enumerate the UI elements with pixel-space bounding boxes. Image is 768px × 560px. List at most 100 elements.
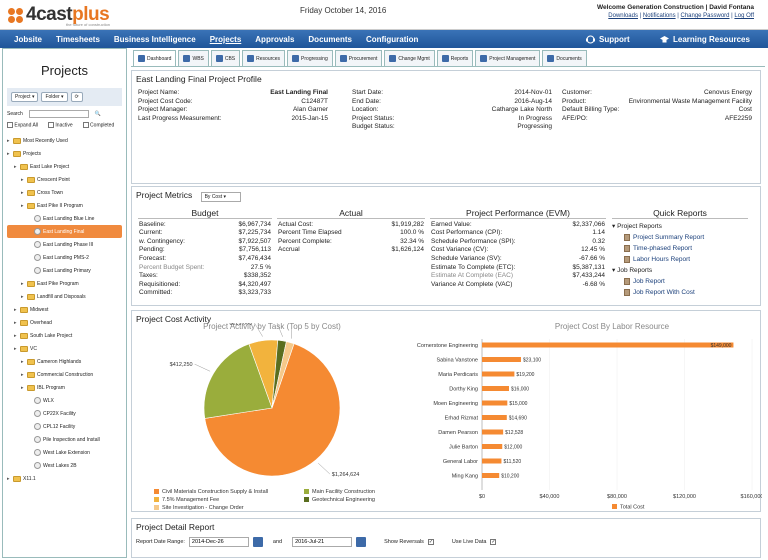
- field-label: AFE/PO:: [562, 114, 588, 122]
- tab-project-management[interactable]: Project Management: [475, 50, 541, 66]
- report-link[interactable]: Labor Hours Report: [624, 254, 748, 265]
- folder-icon: [27, 371, 35, 378]
- expand-arrow-icon[interactable]: ▸: [21, 371, 24, 378]
- search-icon[interactable]: 🔍: [94, 111, 102, 117]
- tree-node[interactable]: ▸ Cameron Highlands: [7, 355, 122, 368]
- notifications-link[interactable]: Notifications: [642, 13, 676, 19]
- expand-arrow-icon[interactable]: ▸: [14, 319, 17, 326]
- report-group[interactable]: ▾ Job Reports: [612, 265, 748, 276]
- completed-checkbox[interactable]: Completed: [82, 122, 114, 128]
- tree-node[interactable]: ▸ IBL Program: [7, 381, 122, 394]
- refresh-button[interactable]: ⟳: [70, 92, 83, 102]
- nav-timesheets[interactable]: Timesheets: [56, 34, 100, 44]
- legend-label: Civil Materials Construction Supply & In…: [162, 489, 268, 495]
- tree-node[interactable]: ▸ South Lake Project: [7, 329, 122, 342]
- tree-node[interactable]: ▸ East Pike Program: [7, 277, 122, 290]
- expand-arrow-icon[interactable]: ▸: [21, 189, 24, 196]
- report-link-label: Project Summary Report: [633, 233, 705, 241]
- tab-resources[interactable]: Resources: [242, 50, 286, 66]
- nav-approvals[interactable]: Approvals: [255, 34, 295, 44]
- field-value: $5,387,131: [572, 263, 605, 271]
- tree-node[interactable]: West Lakes 2B: [7, 459, 122, 472]
- expand-arrow-icon[interactable]: ▸: [7, 150, 10, 157]
- expand-all-checkbox[interactable]: Expand All: [7, 122, 38, 128]
- nav-business-intelligence[interactable]: Business Intelligence: [113, 34, 196, 44]
- folder-dropdown-button[interactable]: Folder ▾: [41, 92, 68, 102]
- tree-node[interactable]: ▸ Projects: [7, 147, 122, 160]
- nav-jobsite[interactable]: Jobsite: [14, 34, 43, 44]
- report-link[interactable]: Job Report: [624, 276, 748, 287]
- expand-arrow-icon[interactable]: ▸: [7, 137, 10, 144]
- tab-procurement[interactable]: Procurement: [334, 50, 383, 66]
- tree-node[interactable]: East Landing Primary: [7, 264, 122, 277]
- collapse-arrow-icon[interactable]: ▾: [612, 266, 618, 274]
- nav-projects[interactable]: Projects: [209, 34, 242, 44]
- bar: [482, 342, 734, 348]
- tree-node[interactable]: WLX: [7, 394, 122, 407]
- tree-node[interactable]: Pile Inspection and Install: [7, 433, 122, 446]
- tree-node[interactable]: ▸ Midwest: [7, 303, 122, 316]
- expand-arrow-icon[interactable]: ▸: [14, 163, 17, 170]
- expand-arrow-icon[interactable]: ▸: [21, 202, 24, 209]
- change-password-link[interactable]: Change Password: [680, 13, 730, 19]
- expand-arrow-icon[interactable]: ▸: [7, 475, 10, 482]
- metrics-filter-select[interactable]: By Cost ▾: [200, 192, 241, 202]
- calendar-icon[interactable]: [252, 537, 263, 547]
- show-reversals-checkbox[interactable]: ✓: [427, 539, 434, 545]
- tree-node[interactable]: ▸ VC: [7, 342, 122, 355]
- nav-support[interactable]: Support: [586, 35, 630, 44]
- nav-learning-resources[interactable]: Learning Resources: [660, 35, 750, 44]
- inactive-checkbox[interactable]: Inactive: [48, 122, 73, 128]
- expand-arrow-icon[interactable]: ▸: [21, 176, 24, 183]
- calendar-icon[interactable]: [356, 537, 367, 547]
- nav-configuration[interactable]: Configuration: [365, 34, 419, 44]
- nav-documents[interactable]: Documents: [308, 34, 352, 44]
- tree-node[interactable]: ▸ East Pike II Program: [7, 199, 122, 212]
- search-input[interactable]: [28, 110, 89, 118]
- app-logo[interactable]: 4castplus: [8, 4, 110, 26]
- tab-change-mgmt[interactable]: Change Mgmt: [384, 50, 435, 66]
- tab-progressing[interactable]: Progressing: [287, 50, 333, 66]
- tab-dashboard[interactable]: Dashboard: [133, 50, 177, 66]
- tree-node[interactable]: East Landing Blue Line: [7, 212, 122, 225]
- collapse-arrow-icon[interactable]: ▾: [612, 222, 618, 230]
- tab-documents[interactable]: Documents: [542, 50, 587, 66]
- tab-reports[interactable]: Reports: [436, 50, 474, 66]
- tree-node[interactable]: East Landing Final: [7, 225, 122, 239]
- tree-node[interactable]: ▸ East Lake Project: [7, 160, 122, 173]
- expand-arrow-icon[interactable]: ▸: [21, 280, 24, 287]
- tab-wbs[interactable]: WBS: [178, 50, 209, 66]
- expand-arrow-icon[interactable]: ▸: [21, 358, 24, 365]
- expand-arrow-icon[interactable]: ▸: [14, 345, 17, 352]
- tree-node[interactable]: ▸ Landfill and Disposals: [7, 290, 122, 303]
- live-data-checkbox[interactable]: ✓: [490, 539, 497, 545]
- expand-arrow-icon[interactable]: ▸: [21, 384, 24, 391]
- tree-node[interactable]: ▸ Cross Town: [7, 186, 122, 199]
- field-row: Product: Environmental Waste Management F…: [562, 98, 752, 107]
- tree-node[interactable]: ▸ Most Recently Used: [7, 134, 122, 147]
- tree-node[interactable]: ▸ Overhead: [7, 316, 122, 329]
- tree-node[interactable]: West Lake Extension: [7, 446, 122, 459]
- report-link[interactable]: Time-phased Report: [624, 243, 748, 254]
- expand-arrow-icon[interactable]: ▸: [21, 293, 24, 300]
- expand-arrow-icon[interactable]: ▸: [14, 332, 17, 339]
- log-off-link[interactable]: Log Off: [734, 13, 754, 19]
- tree-node[interactable]: ▸ Crescent Point: [7, 173, 122, 186]
- tree-node[interactable]: ▸ X11.1: [7, 472, 122, 485]
- downloads-link[interactable]: Downloads: [608, 13, 638, 19]
- tree-node[interactable]: CP22X Facility: [7, 407, 122, 420]
- report-group[interactable]: ▾ Project Reports: [612, 221, 748, 232]
- tree-node[interactable]: East Landing Phase III: [7, 238, 122, 251]
- tree-node[interactable]: ▸ Commercial Construction: [7, 368, 122, 381]
- report-link[interactable]: Job Report With Cost: [624, 287, 748, 298]
- project-dropdown-button[interactable]: Project ▾: [11, 92, 39, 102]
- x-tick-label: $40,000: [540, 494, 560, 500]
- tree-node[interactable]: East Landing PMS-2: [7, 251, 122, 264]
- report-link[interactable]: Project Summary Report: [624, 232, 748, 243]
- quick-reports-column: Quick Reports ▾ Project Reports Project Su…: [612, 209, 748, 298]
- tab-cbs[interactable]: CBS: [210, 50, 241, 66]
- report-from-date[interactable]: [188, 537, 249, 547]
- expand-arrow-icon[interactable]: ▸: [14, 306, 17, 313]
- tree-node[interactable]: CPL12 Facility: [7, 420, 122, 433]
- report-to-date[interactable]: [292, 537, 353, 547]
